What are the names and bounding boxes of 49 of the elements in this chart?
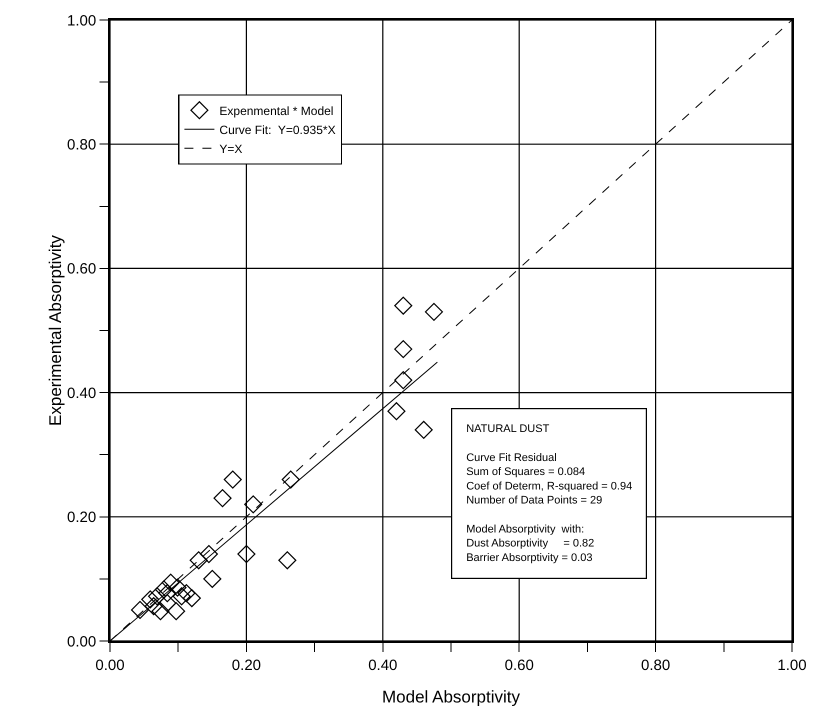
y-tick-label: 0.00 <box>67 633 96 650</box>
point <box>282 470 300 489</box>
point <box>203 570 222 588</box>
point <box>167 602 186 620</box>
point <box>148 587 166 606</box>
point <box>394 296 412 315</box>
annotation: Curve Fit Residual Sum of Squares = 0.084 Coef of Determ, R-squared = 0.94 Number of Data Points = 29 <box>466 452 632 507</box>
point <box>158 594 176 612</box>
y-tick-label: 1.00 <box>67 12 96 30</box>
annotation: Model Absorptivity with: Dust Absorptivity = 0.82 Barrier Absorptivity = 0.03 <box>466 523 594 564</box>
point <box>141 590 160 608</box>
x-tick-label: 0.40 <box>368 656 398 674</box>
y-tick-label: 0.20 <box>67 509 96 526</box>
point <box>424 302 443 321</box>
legend-label: Expenmental * Model <box>219 104 334 118</box>
legend-label: Y=X <box>219 142 242 156</box>
point <box>130 600 150 619</box>
text-panel: NATURAL DUST Curve Fit Residual Sum of Squares = 0.084 Coef of Determ, R-squared = 0.94 Number of Data Points = 29 Model Absorptivity with: Dust Absorptivity = 0.82 Barrier Absorptivity = 0.03 <box>451 408 647 579</box>
x-tick-label: 0.20 <box>232 656 261 674</box>
y-tick-label: 0.40 <box>67 384 96 402</box>
point <box>182 589 201 608</box>
point <box>172 587 191 606</box>
point <box>224 470 242 489</box>
point <box>394 371 412 390</box>
point <box>168 578 187 597</box>
annotation: NATURAL DUST <box>466 423 550 436</box>
x-tick-label: 0.80 <box>641 656 670 674</box>
point <box>244 495 262 514</box>
y-axis-title: Experimental Absorptivity <box>46 234 66 426</box>
x-tick-label: 0.60 <box>504 656 534 674</box>
y-tick-label: 0.80 <box>67 136 96 154</box>
point <box>213 489 232 508</box>
point <box>144 597 163 616</box>
point <box>394 340 412 358</box>
legend-label: Curve Fit: Y=0.935*X <box>219 122 336 137</box>
point <box>278 551 296 570</box>
point <box>158 584 176 602</box>
x-axis-title: Model Absorptivity <box>382 688 520 706</box>
point <box>162 574 180 592</box>
point <box>151 602 170 620</box>
point <box>237 545 256 564</box>
x-tick-label: 1.00 <box>777 656 807 674</box>
point <box>414 420 433 439</box>
point <box>200 545 218 564</box>
y-tick-label: 0.60 <box>67 260 96 278</box>
point <box>190 551 208 570</box>
point <box>387 402 406 420</box>
point <box>177 584 196 602</box>
x-tick-label: 0.00 <box>95 656 125 674</box>
